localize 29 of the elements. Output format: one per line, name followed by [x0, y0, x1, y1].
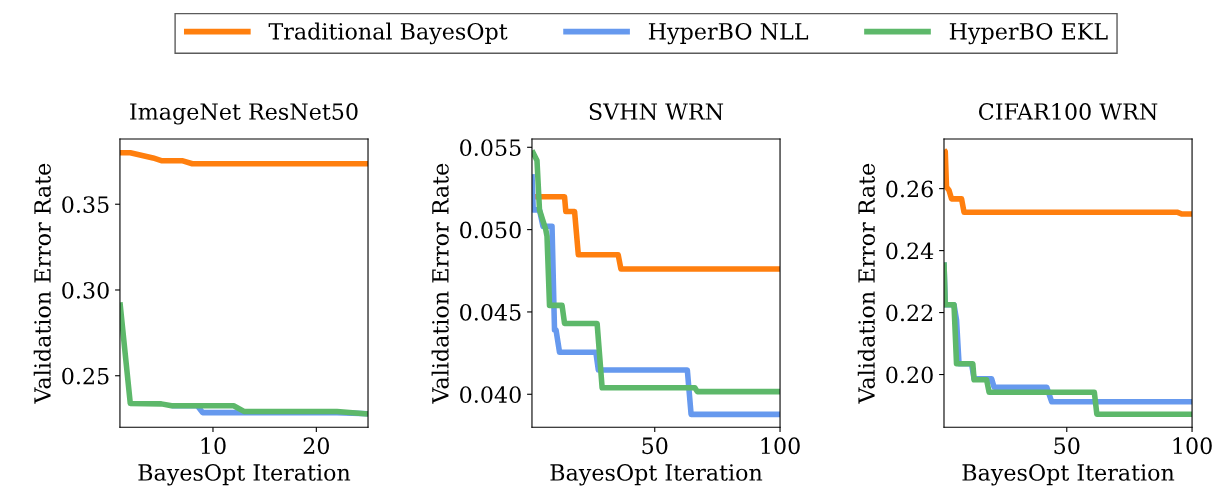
y-axis-title: Validation Error Rate	[431, 163, 449, 404]
y-tick-label: 0.040	[460, 386, 521, 404]
y-tick-label: 0.35	[62, 196, 109, 213]
legend-label: Traditional BayesOpt	[268, 22, 508, 45]
y-tick-label: 0.24	[886, 242, 934, 260]
legend-label: HyperBO NLL	[648, 22, 809, 45]
chart-title: ImageNet ResNet50	[130, 103, 358, 125]
x-tick-label: 100	[1173, 437, 1212, 455]
y-tick-label: 0.30	[62, 281, 109, 299]
y-tick-label: 0.20	[886, 366, 933, 384]
y-tick-label: 0.050	[460, 221, 521, 239]
y-tick-label: 0.26	[886, 180, 933, 198]
chart-title: SVHN WRN	[589, 103, 724, 120]
y-tick-label: 0.25	[62, 367, 109, 385]
x-tick-label: 50	[642, 437, 668, 455]
x-tick-label: 20	[303, 437, 329, 455]
y-tick-label: 0.045	[460, 303, 521, 321]
y-tick-label: 0.055	[460, 139, 521, 157]
x-tick-label: 50	[1054, 437, 1080, 455]
chart-title: CIFAR100 WRN	[979, 103, 1158, 120]
y-axis-title: Validation Error Rate	[857, 163, 875, 404]
x-axis-title: BayesOpt Iteration	[550, 464, 763, 486]
x-axis-title: BayesOpt Iteration	[138, 464, 351, 486]
x-tick-label: 10	[201, 437, 226, 455]
legend-label: HyperBO EKL	[949, 22, 1108, 45]
y-axis-title: Validation Error Rate	[33, 163, 51, 404]
x-axis-title: BayesOpt Iteration	[962, 464, 1175, 486]
y-tick-label: 0.22	[886, 304, 933, 322]
x-tick-label: 100	[761, 437, 800, 455]
